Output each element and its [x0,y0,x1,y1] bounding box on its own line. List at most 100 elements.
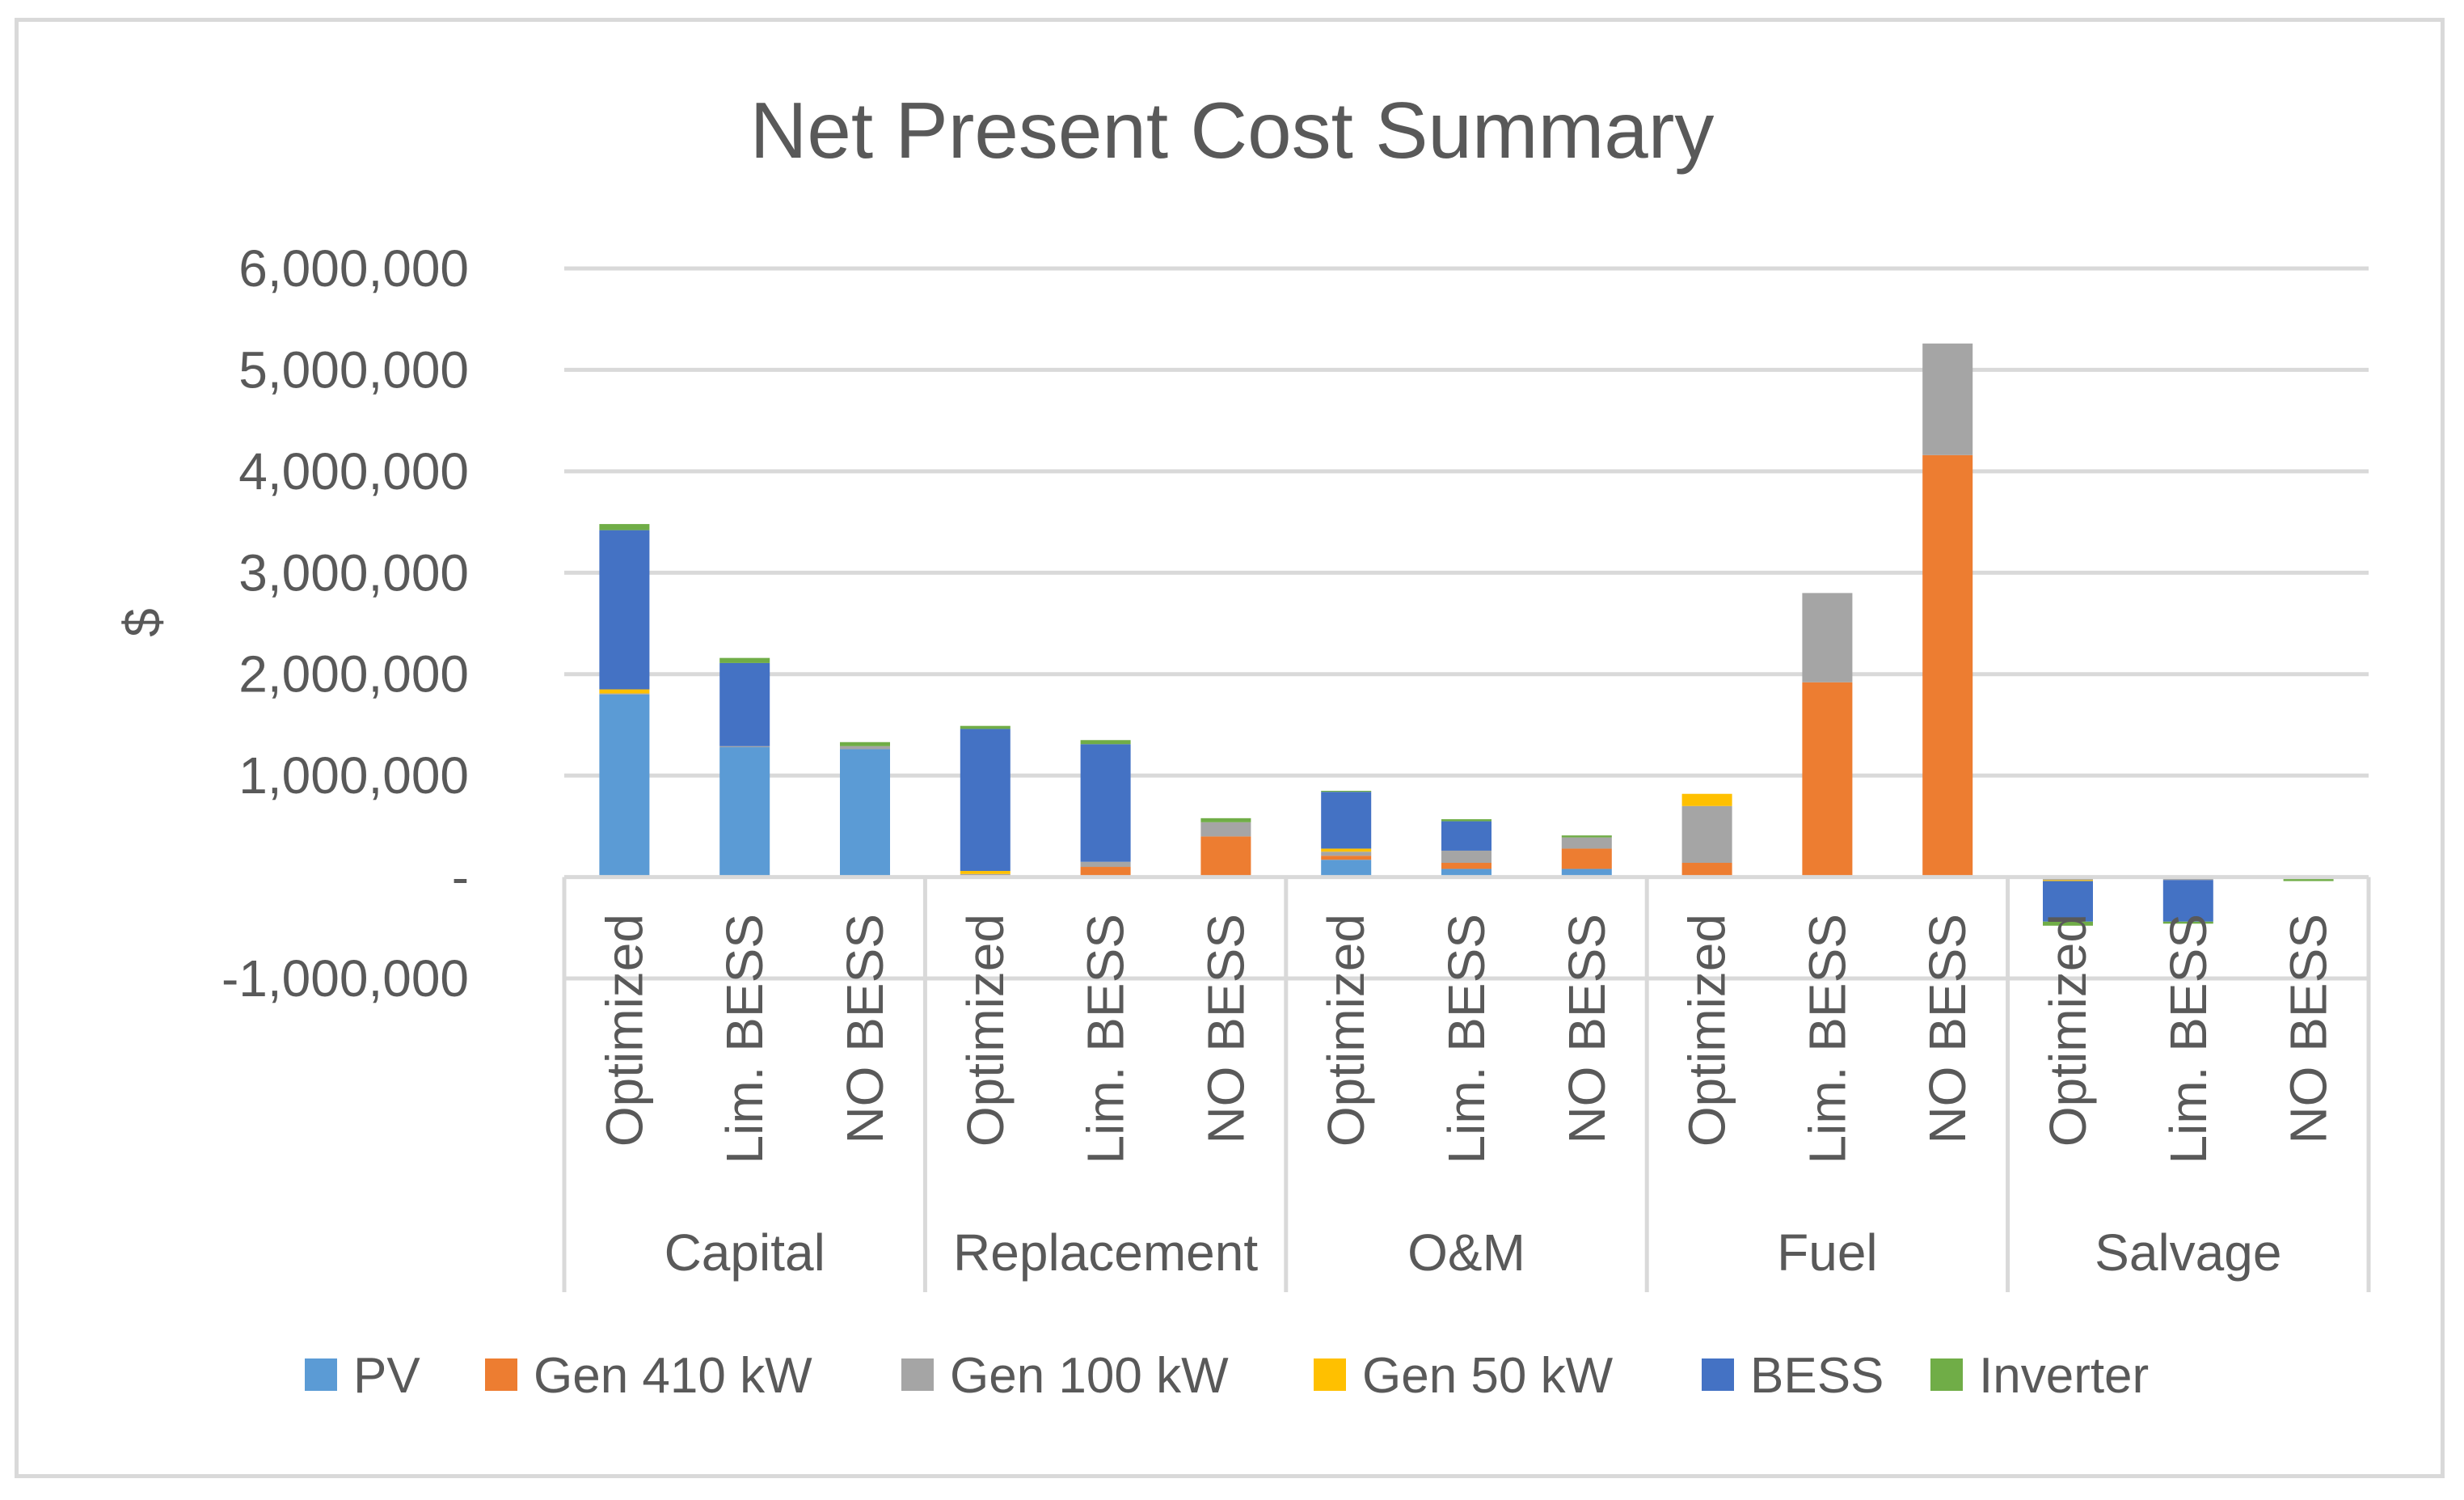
bar-segment-gen-50-kw [1321,848,1372,852]
x-category-label: NO BESS [1918,914,1977,1144]
legend-swatch [1314,1358,1346,1391]
bar-segment-inverter [719,657,770,663]
x-group-label: Salvage [2095,1223,2281,1282]
bar-segment-inverter [599,524,650,530]
y-tick-labels: 6,000,000 5,000,000 4,000,000 3,000,000 2,00… [222,239,469,1008]
x-group-label: O&M [1407,1223,1525,1282]
bar-segment-bess [2162,880,2213,922]
y-tick-label: -1,000,000 [222,949,469,1008]
legend-swatch [1702,1358,1734,1391]
x-category-label: Optimized [2039,914,2097,1147]
legend-swatch [901,1358,934,1391]
bar-segment-gen-100-kw [1681,805,1732,864]
x-group-label: Capital [665,1223,825,1282]
y-tick-label: - [452,848,469,906]
x-category-label: Optimized [595,914,653,1147]
bar-segment-gen-100-kw [599,693,650,695]
legend-label: BESS [1750,1348,1884,1404]
legend-label: Gen 410 kW [534,1348,812,1404]
bar-segment-gen-100-kw [1922,343,1973,455]
bar-segment-gen-100-kw [1441,850,1491,864]
y-tick-label: 2,000,000 [238,645,469,704]
legend: PV Gen 410 kW Gen 100 kW Gen 50 kW BESS Inver… [305,1348,2149,1404]
bar-segment-gen-100-kw [1561,837,1612,849]
bar-segment-bess [1441,821,1491,851]
x-category-label: NO BESS [836,914,894,1144]
x-category-label: Optimized [956,914,1015,1147]
bar-segment-bess [1321,792,1372,849]
bar-segment-gen-100-kw [719,746,770,748]
bars [599,343,2334,926]
x-category-label: Lim. BESS [2159,914,2217,1164]
x-category-label: Optimized [1317,914,1375,1147]
legend-label: Gen 50 kW [1362,1348,1614,1404]
y-tick-label: 6,000,000 [238,239,469,298]
bar-segment-pv [1561,868,1612,877]
bar-segment-bess [599,530,650,690]
bar-segment-bess [960,729,1010,872]
bar-segment-gen-50-kw [960,871,1010,874]
bar-segment-pv [599,694,650,877]
y-tick-label: 4,000,000 [238,442,469,501]
bar-segment-gen-100-kw [960,873,1010,876]
bar-segment-pv [1321,860,1372,877]
x-axis: Optimized Lim. BESS NO BESS Optimized Lim. B… [562,875,2371,1292]
bar-segment-inverter [840,742,890,746]
bar-segment-gen-410-kw [1080,867,1131,877]
bar-segment-inverter [2162,921,2213,924]
bar-segment-inverter [2043,921,2093,926]
x-group-label: Replacement [953,1223,1258,1282]
bar-segment-gen-50-kw [2043,880,2093,881]
gridlines [564,266,2369,981]
y-tick-label: 5,000,000 [238,340,469,399]
bar-segment-gen-410-kw [1441,863,1491,869]
y-tick-label: 3,000,000 [238,543,469,602]
legend-label: PV [353,1348,420,1404]
x-category-label: Lim. BESS [1437,914,1496,1164]
x-group-label: Fuel [1777,1223,1878,1282]
bar-segment-inverter [1321,790,1372,792]
bar-segment-inverter [960,725,1010,729]
bar-segment-pv [840,749,890,877]
chart-title: Net Present Cost Summary [750,86,1715,175]
bar-segment-bess [1080,744,1131,862]
bar-segment-gen-100-kw [1802,593,1853,682]
bar-segment-gen-50-kw [1681,793,1732,806]
chart-frame [15,18,2445,1478]
x-category-label: Optimized [1678,914,1736,1147]
bar-segment-gen-410-kw [1321,856,1372,860]
legend-label: Gen 100 kW [950,1348,1229,1404]
legend-swatch [485,1358,517,1391]
bar-segment-gen-100-kw [1200,822,1251,837]
y-tick-label: 1,000,000 [238,746,469,805]
bar-segment-gen-100-kw [840,746,890,750]
bar-segment-inverter [1441,819,1491,822]
bar-segment-gen-50-kw [599,689,650,694]
bar-segment-gen-410-kw [1561,848,1612,869]
bar-segment-gen-100-kw [1321,851,1372,856]
bar-segment-inverter [1200,818,1251,822]
x-category-label: Lim. BESS [1798,914,1856,1164]
legend-swatch [1930,1358,1963,1391]
legend-label: Inverter [1979,1348,2149,1404]
x-category-label: Lim. BESS [1077,914,1135,1164]
bar-segment-gen-100-kw [1080,861,1131,868]
x-category-label: Lim. BESS [715,914,774,1164]
bar-segment-pv [719,747,770,877]
x-category-label: NO BESS [1196,914,1255,1144]
bar-segment-bess [719,662,770,746]
bar-segment-inverter [2283,879,2334,881]
bar-segment-gen-410-kw [1200,836,1251,877]
bar-segment-gen-410-kw [1802,682,1853,877]
bar-segment-pv [1441,868,1491,877]
x-category-label: NO BESS [1558,914,1616,1144]
legend-swatch [305,1358,337,1391]
bar-segment-inverter [1080,740,1131,745]
bar-segment-gen-410-kw [1681,863,1732,877]
y-axis-label: $ [113,608,171,637]
bar-segment-inverter [1561,835,1612,838]
bar-segment-gen-410-kw [1922,454,1973,877]
x-category-label: NO BESS [2280,914,2338,1144]
bar-segment-bess [2043,881,2093,922]
